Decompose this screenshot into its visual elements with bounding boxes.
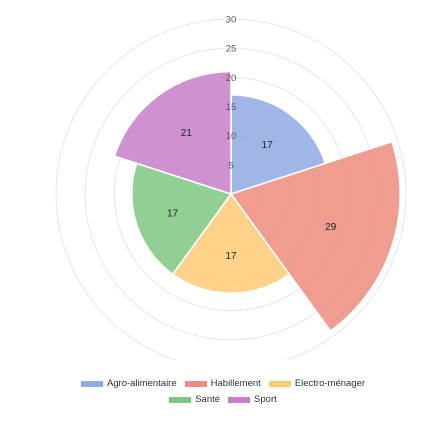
value-label-habillement: 29 <box>325 222 337 233</box>
legend-item-habillement[interactable]: Habillement <box>184 378 261 389</box>
legend-swatch-sante <box>169 396 192 403</box>
sector-agro-alimentaire[interactable] <box>230 94 327 196</box>
tick-label-bg <box>223 42 239 54</box>
legend-swatch-agro-alimentaire <box>80 380 103 387</box>
tick-label: 25 <box>226 44 237 55</box>
legend-item-sante[interactable]: Santé <box>169 394 220 405</box>
legend-label-sante: Santé <box>195 394 221 405</box>
tick-label: 30 <box>226 15 237 26</box>
value-label-agro-alimentaire: 17 <box>262 140 274 151</box>
legend-swatch-sport <box>228 396 251 403</box>
tick-label: 15 <box>226 102 237 113</box>
legend-label-agro-alimentaire: Agro-alimentaire <box>106 378 177 389</box>
r-axis-ticks: 5 10 15 20 25 30 <box>223 13 239 171</box>
legend-row-2: Santé Sport <box>0 394 446 405</box>
sector-sante[interactable] <box>131 162 233 276</box>
legend-row-1: Agro-alimentaire Habillement Electro-mén… <box>0 378 446 389</box>
sector-sport[interactable] <box>113 70 232 196</box>
tick-label-bg <box>223 13 239 24</box>
legend-swatch-electro-menager <box>268 380 291 387</box>
sector-electro-menager[interactable] <box>171 192 291 294</box>
sectors <box>113 70 401 332</box>
legend-item-electro-menager[interactable]: Electro-ménager <box>268 378 366 389</box>
tick-label: 5 <box>228 160 233 171</box>
sector-habillement[interactable] <box>229 140 401 332</box>
tick-label: 20 <box>226 73 237 84</box>
value-label-sante: 17 <box>167 208 179 219</box>
polar-area-plot: 5 10 15 20 25 30 17 29 17 17 21 <box>55 13 407 360</box>
legend-label-sport: Sport <box>254 394 277 405</box>
legend-label-habillement: Habillement <box>210 378 261 389</box>
legend-swatch-habillement <box>184 380 207 387</box>
value-labels: 17 29 17 17 21 <box>167 128 337 262</box>
value-label-electro-menager: 17 <box>225 251 237 262</box>
legend-item-agro-alimentaire[interactable]: Agro-alimentaire <box>80 378 177 389</box>
legend-item-sport[interactable]: Sport <box>228 394 277 405</box>
value-label-sport: 21 <box>181 128 193 139</box>
tick-label: 10 <box>226 131 237 142</box>
legend-label-electro-menager: Electro-ménager <box>294 378 366 389</box>
